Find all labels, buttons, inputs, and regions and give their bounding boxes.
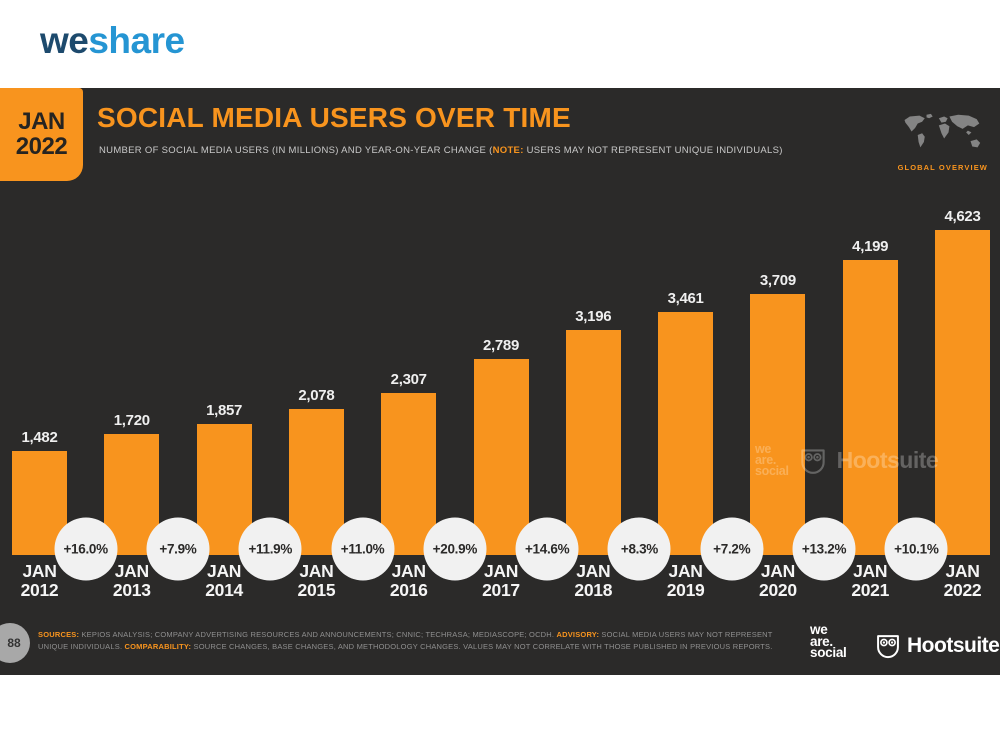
bar-value-label: 3,709 xyxy=(759,272,796,289)
yoy-change-badge: +16.0% xyxy=(54,517,118,581)
x-axis-label: JAN 2018 xyxy=(574,561,613,601)
x-axis-label: JAN 2020 xyxy=(759,561,797,601)
advisory-label: ADVISORY: xyxy=(556,630,600,639)
bar-value-label: 4,623 xyxy=(944,208,981,225)
yoy-change-badge: +10.1% xyxy=(884,517,948,581)
bar-column: 2,307 JAN 2016 xyxy=(381,206,437,610)
hootsuite-owl-icon-watermark xyxy=(800,448,825,474)
hootsuite-logo-text: Hootsuite xyxy=(907,634,1000,657)
sources-text: KEPIOS ANALYSIS; COMPANY ADVERTISING RES… xyxy=(79,630,557,639)
slide-title: SOCIAL MEDIA USERS OVER TIME xyxy=(97,102,571,133)
bar-column: 2,789 JAN 2017 xyxy=(473,206,529,610)
bar-column: 3,461 JAN 2019 xyxy=(658,206,714,610)
bar-column: 3,709 JAN 2020 xyxy=(750,206,806,610)
x-axis-label: JAN 2012 xyxy=(20,561,59,601)
we-are-social-watermark: we are. social xyxy=(755,442,789,478)
bar xyxy=(381,393,437,555)
bar xyxy=(565,330,621,555)
bar-chart: 1,482 JAN 2012 1,720 JAN 2013 1,857 JAN 2014 2,07… xyxy=(12,206,990,610)
logo-text-share: share xyxy=(88,20,185,61)
hootsuite-watermark-text: Hootsuite xyxy=(836,447,939,473)
bar xyxy=(935,230,990,555)
subtitle-suffix: USERS MAY NOT REPRESENT UNIQUE INDIVIDUA… xyxy=(523,145,783,156)
hootsuite-logo: Hootsuite xyxy=(874,632,1000,660)
yoy-change-badge: +20.9% xyxy=(423,517,487,581)
x-axis-label: JAN 2022 xyxy=(943,561,982,601)
bar-value-label: 3,196 xyxy=(575,308,612,325)
sources-label: SOURCES: xyxy=(38,630,80,639)
bar xyxy=(473,359,529,555)
page-number-badge: 88 xyxy=(0,623,30,663)
yoy-change-badge: +8.3% xyxy=(607,517,671,581)
yoy-change-badge: +11.9% xyxy=(238,517,302,581)
we-are-social-logo-line: social xyxy=(810,645,847,661)
site-header: weshare xyxy=(0,0,1000,88)
x-axis-label: JAN 2019 xyxy=(666,561,705,601)
watermark-line: we xyxy=(755,442,772,456)
date-badge: JAN 2022 xyxy=(0,88,83,181)
world-map-icon xyxy=(904,113,981,148)
bar xyxy=(288,409,344,555)
bar-value-label: 2,789 xyxy=(482,337,520,354)
bar-value-label: 1,857 xyxy=(206,402,243,419)
comparability-label: COMPARABILITY: xyxy=(124,641,192,651)
bar-column: 2,078 JAN 2015 xyxy=(288,206,344,610)
x-axis-label: JAN 2016 xyxy=(389,561,428,601)
logo-text-we: we xyxy=(40,20,89,61)
yoy-change-badge: +14.6% xyxy=(515,517,579,581)
bar-value-label: 3,461 xyxy=(667,290,704,307)
date-badge-month: JAN xyxy=(18,107,65,135)
bar-column: 3,196 JAN 2018 xyxy=(565,206,621,610)
bar-value-label: 2,307 xyxy=(390,371,427,388)
weshare-logo[interactable]: weshare xyxy=(40,20,185,62)
we-are-social-logo-line: we xyxy=(810,622,828,637)
we-are-social-logo: we are. social xyxy=(810,622,847,661)
x-axis-label: JAN 2013 xyxy=(112,561,151,601)
yoy-change-badge: +13.2% xyxy=(792,517,856,581)
x-axis-label: JAN 2021 xyxy=(851,561,890,601)
report-slide: JAN 2022 SOCIAL MEDIA USERS OVER TIME NU… xyxy=(0,88,1000,675)
bar xyxy=(750,294,806,555)
watermark-line: social xyxy=(755,464,789,478)
bar-value-label: 1,720 xyxy=(113,412,150,429)
bar-column: 4,199 JAN 2021 xyxy=(842,206,898,610)
bar-value-label: 2,078 xyxy=(298,387,335,404)
yoy-change-badge: +11.0% xyxy=(331,517,395,581)
bar-value-label: 1,482 xyxy=(21,429,58,446)
footer-sources-text: SOURCES: KEPIOS ANALYSIS; COMPANY ADVERT… xyxy=(38,629,773,652)
yoy-change-badge: +7.2% xyxy=(700,517,764,581)
bar-column: 4,623 JAN 2022 xyxy=(935,206,990,610)
we-are-social-logo-line: are. xyxy=(810,633,833,649)
x-axis-label: JAN 2015 xyxy=(297,561,336,601)
x-axis-label: JAN 2017 xyxy=(482,561,520,601)
bar xyxy=(842,260,898,555)
subtitle-note-label: NOTE: xyxy=(492,145,524,156)
slide-subtitle: NUMBER OF SOCIAL MEDIA USERS (IN MILLION… xyxy=(99,145,783,156)
date-badge-year: 2022 xyxy=(15,132,68,160)
advisory-text: SOCIAL MEDIA USERS MAY NOT REPRESENT UNI… xyxy=(38,630,773,651)
watermark: we are. social Hootsuite xyxy=(755,442,939,478)
x-axis-label: JAN 2014 xyxy=(205,561,243,601)
comparability-text: SOURCE CHANGES, BASE CHANGES, AND METHOD… xyxy=(191,641,773,651)
bar xyxy=(658,312,714,555)
watermark-line: are. xyxy=(755,453,777,467)
global-overview-label: GLOBAL OVERVIEW xyxy=(897,163,988,172)
yoy-change-badge: +7.9% xyxy=(146,517,210,581)
bar-value-label: 4,199 xyxy=(852,238,889,255)
subtitle-prefix: NUMBER OF SOCIAL MEDIA USERS (IN MILLION… xyxy=(99,145,493,156)
hootsuite-owl-icon xyxy=(877,635,899,659)
